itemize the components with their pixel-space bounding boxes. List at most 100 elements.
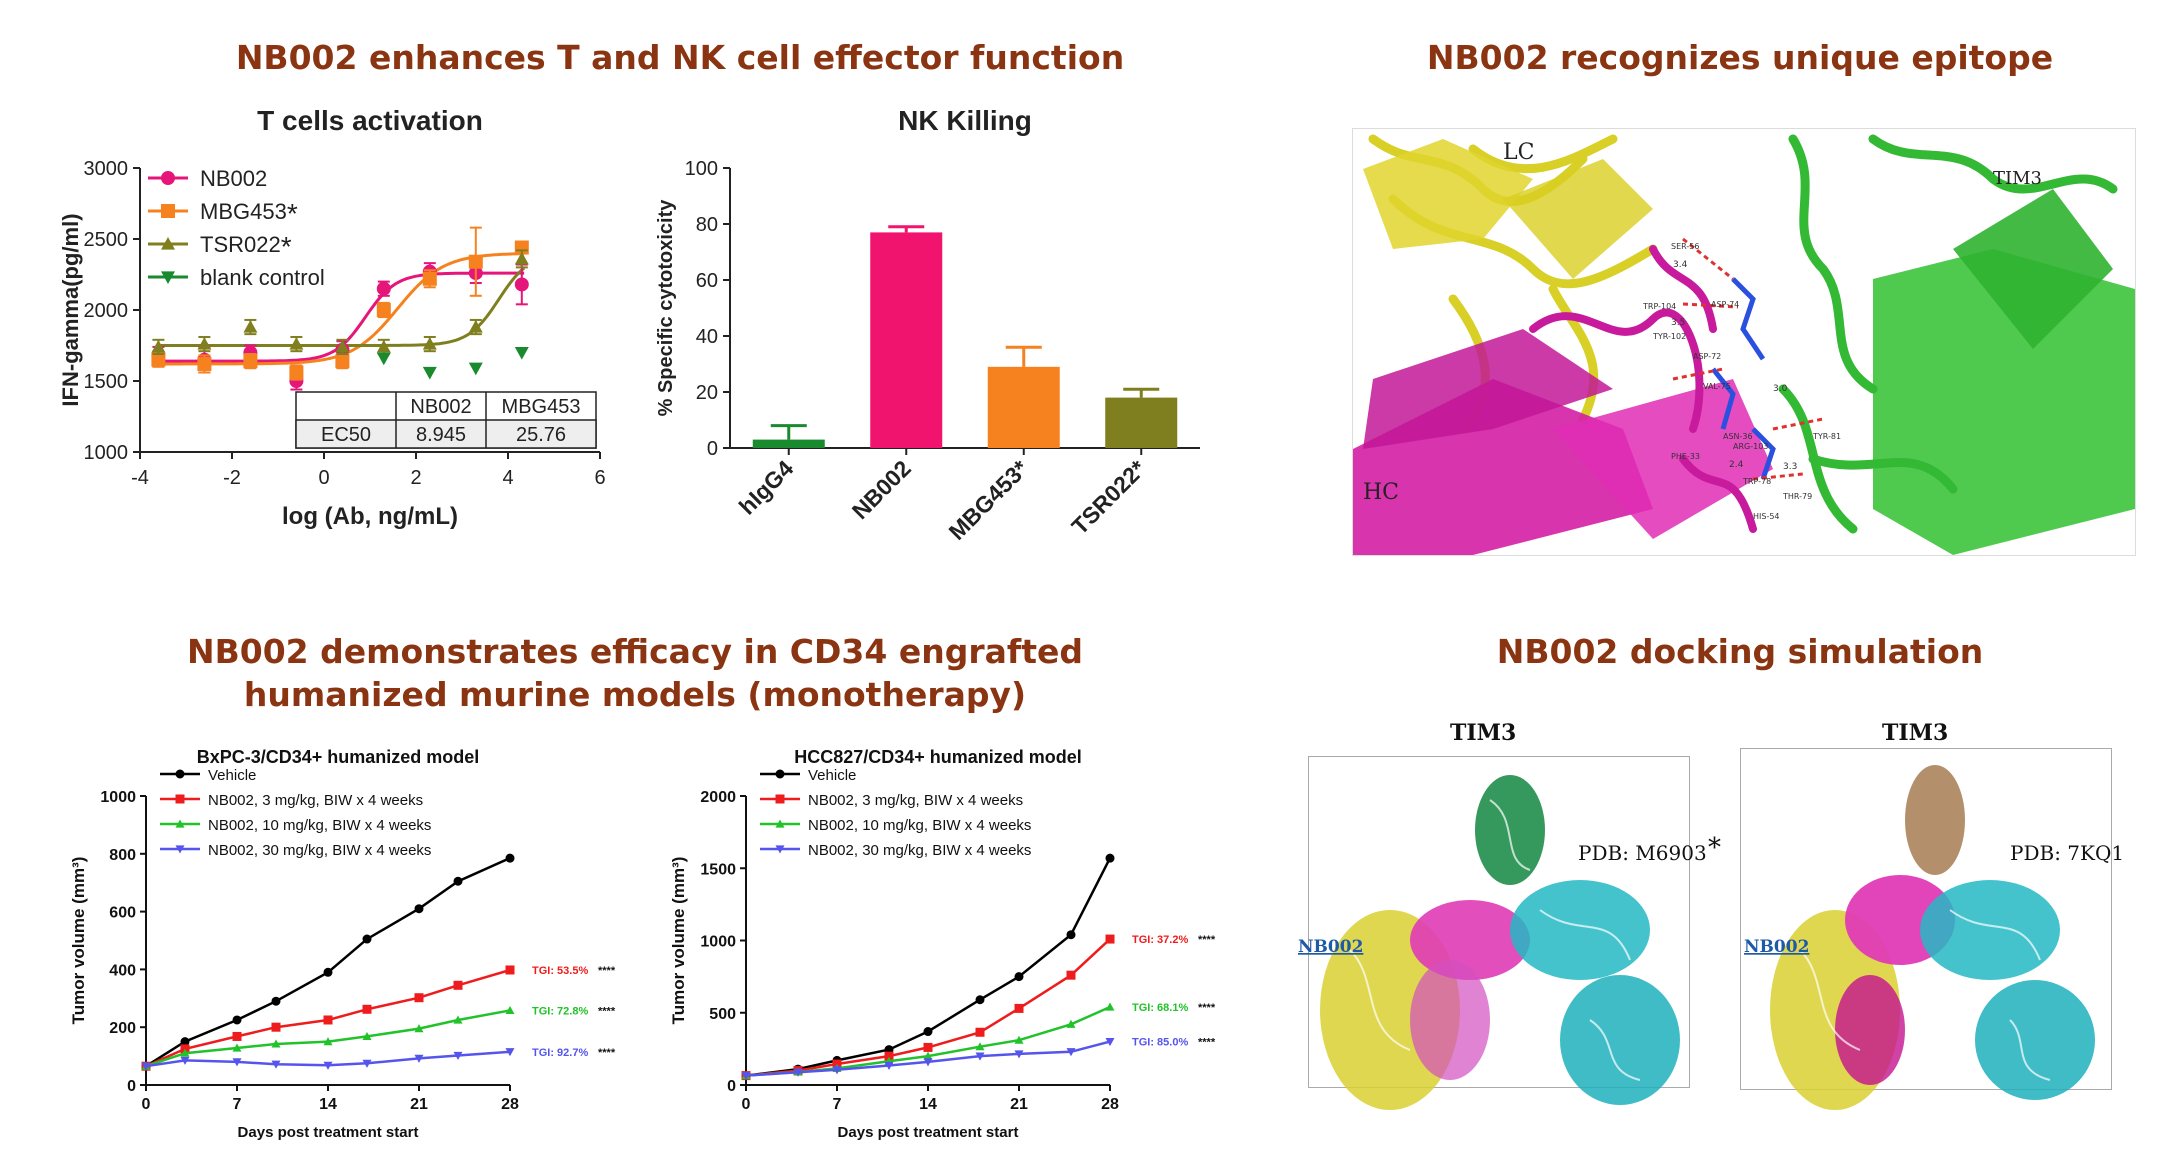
- docking-right-structure: [1770, 765, 2095, 1110]
- tgi-stars: ****: [1198, 1002, 1216, 1014]
- data-point: [923, 1027, 933, 1037]
- data-point: [505, 965, 515, 975]
- data-point: [243, 354, 258, 369]
- legend-marker: [161, 237, 175, 250]
- y-tick-label: 20: [696, 382, 718, 404]
- data-point: [151, 339, 166, 353]
- bar-tsr022: [1105, 397, 1178, 448]
- x-tick-label: 7: [833, 1096, 842, 1113]
- data-point: [271, 1039, 281, 1048]
- data-point: [453, 1015, 463, 1024]
- data-point: [422, 271, 437, 286]
- legend-marker: [175, 794, 185, 804]
- y-tick-label: 0: [127, 1078, 136, 1095]
- data-point: [376, 352, 391, 366]
- data-point: [975, 1052, 985, 1061]
- data-point: [1066, 930, 1076, 940]
- title-efficacy-line2: humanized murine models (monotherapy): [243, 675, 1027, 714]
- legend-label: NB002, 3 mg/kg, BIW x 4 weeks: [808, 792, 1023, 809]
- y-tick-label: 2500: [84, 229, 129, 251]
- legend-marker: [175, 769, 185, 779]
- data-point: [468, 254, 483, 269]
- chart-title: HCC827/CD34+ humanized model: [794, 747, 1082, 767]
- bar-nb002: [870, 232, 943, 448]
- title-effector-function: NB002 enhances T and NK cell effector fu…: [235, 38, 1125, 77]
- residue-label: PHE-33: [1671, 452, 1700, 461]
- residue-label: ASP-72: [1693, 352, 1721, 361]
- x-tick-label: MBG453*: [943, 455, 1033, 545]
- legend-label: NB002, 30 mg/kg, BIW x 4 weeks: [808, 842, 1031, 859]
- distance-label: 3.5: [1671, 318, 1685, 328]
- legend-marker: [775, 769, 785, 779]
- data-point: [514, 251, 529, 265]
- residue-label: TRP-104: [1642, 302, 1676, 311]
- docking-left-star: *: [1708, 833, 1721, 863]
- y-tick-label: 0: [707, 438, 718, 460]
- tim3-label: TIM3: [1993, 168, 2042, 189]
- distance-label: 2.4: [1729, 460, 1744, 470]
- docking-right-ab: NB002: [1744, 937, 1809, 957]
- data-point: [362, 1031, 372, 1041]
- y-tick-label: 600: [109, 905, 136, 922]
- series-3: [141, 1048, 515, 1071]
- data-point: [335, 354, 350, 369]
- legend-label: NB002, 10 mg/kg, BIW x 4 weeks: [208, 817, 431, 834]
- data-point: [323, 1037, 333, 1046]
- data-point: [271, 1022, 281, 1032]
- bxpc3-tumor-chart: BxPC-3/CD34+ humanized model 0 200 400 600 80…: [69, 747, 616, 1141]
- data-point: [1014, 1050, 1024, 1059]
- residue-label: SER-56: [1671, 242, 1699, 251]
- data-point: [1105, 1002, 1115, 1011]
- data-point: [362, 1059, 372, 1068]
- data-point: [1105, 934, 1115, 944]
- tgi-stars: ****: [598, 1005, 616, 1017]
- chart-title: T cells activation: [257, 105, 483, 136]
- data-point: [884, 1051, 894, 1061]
- ec50-header: NB002: [410, 396, 471, 418]
- y-tick-label: 3000: [84, 158, 129, 180]
- x-tick-label: 7: [233, 1096, 242, 1113]
- y-axis-label: Tumor volume (mm³): [669, 857, 688, 1025]
- data-point: [289, 365, 304, 380]
- distance-label: 3.4: [1673, 260, 1688, 270]
- lc-label: LC: [1503, 140, 1534, 165]
- data-point: [505, 853, 515, 863]
- title-docking-simulation: NB002 docking simulation: [1496, 632, 1984, 671]
- y-tick-label: 1000: [700, 934, 736, 951]
- data-point: [232, 1043, 242, 1052]
- tgi-stars: ****: [598, 1047, 616, 1059]
- data-point: [376, 303, 391, 317]
- legend-marker: [775, 819, 785, 828]
- data-point: [180, 1048, 190, 1057]
- data-point: [975, 1042, 985, 1051]
- bar-higg4: [752, 439, 825, 448]
- data-point: [741, 1072, 751, 1081]
- data-point: [1014, 1003, 1024, 1013]
- data-point: [271, 996, 281, 1006]
- distance-label: 3.0: [1773, 384, 1788, 394]
- x-tick-label: 21: [410, 1096, 428, 1113]
- epitope-structure-image: LC HC TIM3 SER-56 TRP-104 ASP-74 TYR-102 ASP…: [1352, 128, 2136, 556]
- data-point: [422, 337, 437, 350]
- y-tick-label: 1000: [84, 442, 129, 464]
- data-point: [289, 337, 304, 350]
- ec50-cell: 8.945: [416, 424, 466, 446]
- legend-label: NB002, 30 mg/kg, BIW x 4 weeks: [208, 842, 431, 859]
- residue-label: ASP-74: [1711, 300, 1739, 309]
- y-tick-label: 500: [709, 1006, 736, 1023]
- data-point: [232, 1015, 242, 1025]
- x-tick-label: 21: [1010, 1096, 1028, 1113]
- title-unique-epitope: NB002 recognizes unique epitope: [1426, 38, 2054, 77]
- t-cell-activation-chart: T cells activation 1000 1500 2000 2500 3000 -4…: [58, 105, 606, 530]
- data-point: [414, 993, 424, 1003]
- residue-label: TYR-81: [1812, 432, 1841, 441]
- x-tick-label: 0: [142, 1096, 151, 1113]
- data-point: [323, 967, 333, 977]
- data-point: [514, 277, 529, 292]
- residue-label: ASN-36: [1723, 432, 1753, 441]
- data-point: [923, 1051, 933, 1060]
- legend-label: NB002, 10 mg/kg, BIW x 4 weeks: [808, 817, 1031, 834]
- data-point: [414, 904, 424, 914]
- data-point: [505, 1005, 515, 1015]
- data-point: [197, 337, 212, 350]
